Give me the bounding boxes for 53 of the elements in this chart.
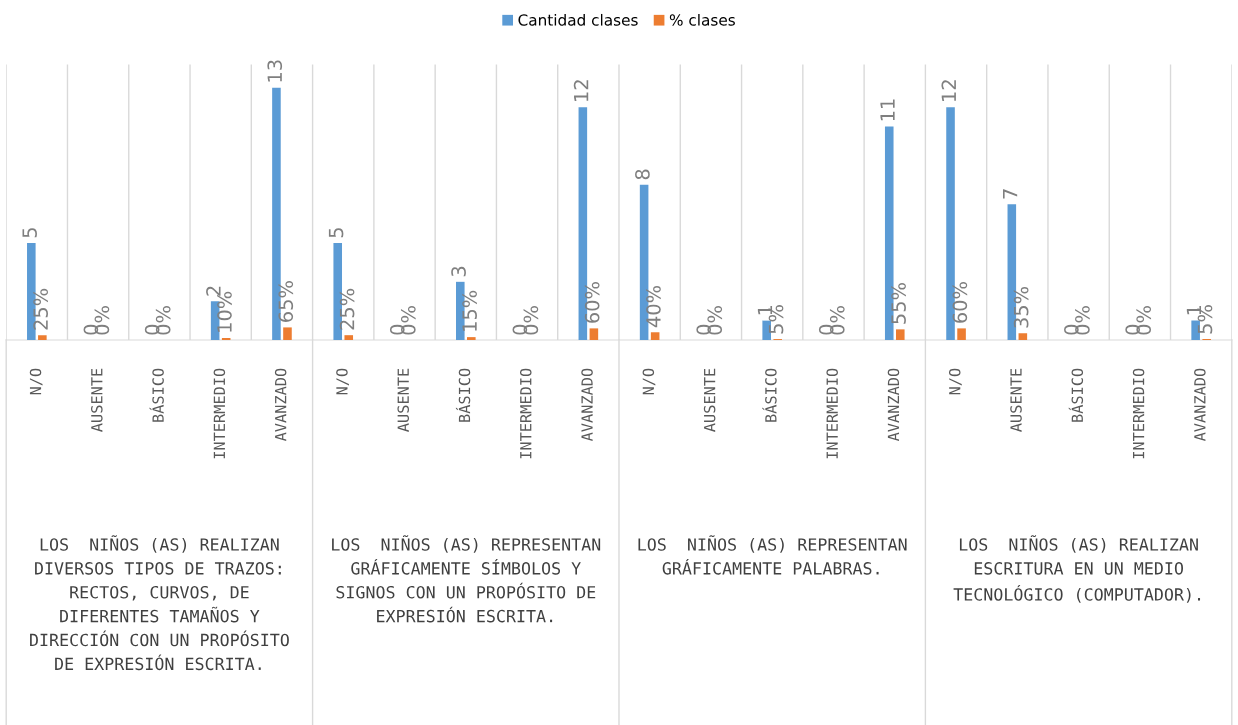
bar: [1018, 333, 1028, 341]
x-tick-label: N/O: [336, 368, 349, 395]
data-label: 40%: [646, 285, 661, 328]
x-tick-label: AVANZADO: [581, 368, 593, 442]
data-label: 55%: [891, 283, 906, 324]
x-tick-label: INTERMEDIO: [213, 368, 226, 459]
bar: [467, 337, 476, 341]
bar: [895, 329, 905, 341]
data-label: 15%: [462, 290, 477, 331]
data-label: 8: [635, 169, 650, 180]
x-tick-label: AUSENTE: [397, 368, 409, 432]
x-tick-label: BÁSICO: [762, 368, 777, 422]
bar: [283, 327, 292, 341]
x-tick-label: AUSENTE: [703, 368, 716, 432]
bar: [589, 328, 599, 341]
data-label: 5: [22, 228, 37, 238]
x-tick-label: INTERMEDIO: [1132, 368, 1145, 459]
x-tick-label: BÁSICO: [149, 368, 164, 422]
data-label: 12: [573, 80, 589, 101]
text: LOS NIÑOS (AS) REALIZAN ESCRITURA EN UN MEDIO TECNOLÓGICO (COMPUTADOR).: [953, 535, 1201, 603]
data-label: 60%: [584, 282, 600, 323]
text: LOS NIÑOS (AS) REPRESENTAN GRÁFICAMENTE SÍMBOLOS Y SIGNOS CON UN PROPÓSITO DE EXPRESIÓN ESCRITA.: [332, 535, 601, 623]
x-tick-label: AUSENTE: [91, 368, 103, 432]
data-label: 12: [941, 80, 956, 101]
data-label: 25%: [339, 288, 355, 330]
x-tick-label: AVANZADO: [887, 368, 900, 442]
x-tick-label: AUSENTE: [1010, 368, 1022, 432]
data-label: 60%: [952, 282, 968, 323]
legend-label: Cantidad clases: [518, 13, 638, 26]
bar: [650, 332, 660, 341]
data-label: 11: [880, 99, 895, 121]
x-tick-label: INTERMEDIO: [520, 368, 532, 459]
x-tick-label: BÁSICO: [455, 368, 471, 422]
legend-label: % clases: [669, 13, 735, 26]
x-tick-label: INTERMEDIO: [826, 368, 838, 459]
data-label: 13: [267, 60, 283, 82]
x-tick-label: N/O: [948, 368, 962, 395]
text: LOS NIÑOS (AS) REALIZAN DIVERSOS TIPOS DE TRAZOS: RECTOS, CURVOS, DE DIFERENTES TAMAÑOS Y DIRECCIÓN CON UN PROPÓSITO DE EXPRESIÓN ESCRITA.: [30, 535, 289, 671]
bar: [38, 335, 47, 341]
data-label: 5: [328, 228, 344, 238]
x-tick-label: AVANZADO: [274, 368, 287, 442]
bar: [344, 335, 354, 341]
text: LOS NIÑOS (AS) REPRESENTAN GRÁFICAMENTE PALABRAS.: [638, 535, 907, 575]
x-tick-label: BÁSICO: [1068, 368, 1084, 422]
data-label: 65%: [278, 281, 294, 322]
x-tick-label: N/O: [29, 368, 43, 395]
data-label: 35%: [1013, 286, 1029, 328]
data-label: 3: [451, 266, 466, 277]
bar: [957, 328, 966, 341]
x-tick-label: AVANZADO: [1194, 368, 1206, 442]
data-label: 7: [1003, 189, 1018, 199]
x-tick-label: N/O: [642, 368, 656, 395]
data-label: 25%: [33, 288, 48, 330]
